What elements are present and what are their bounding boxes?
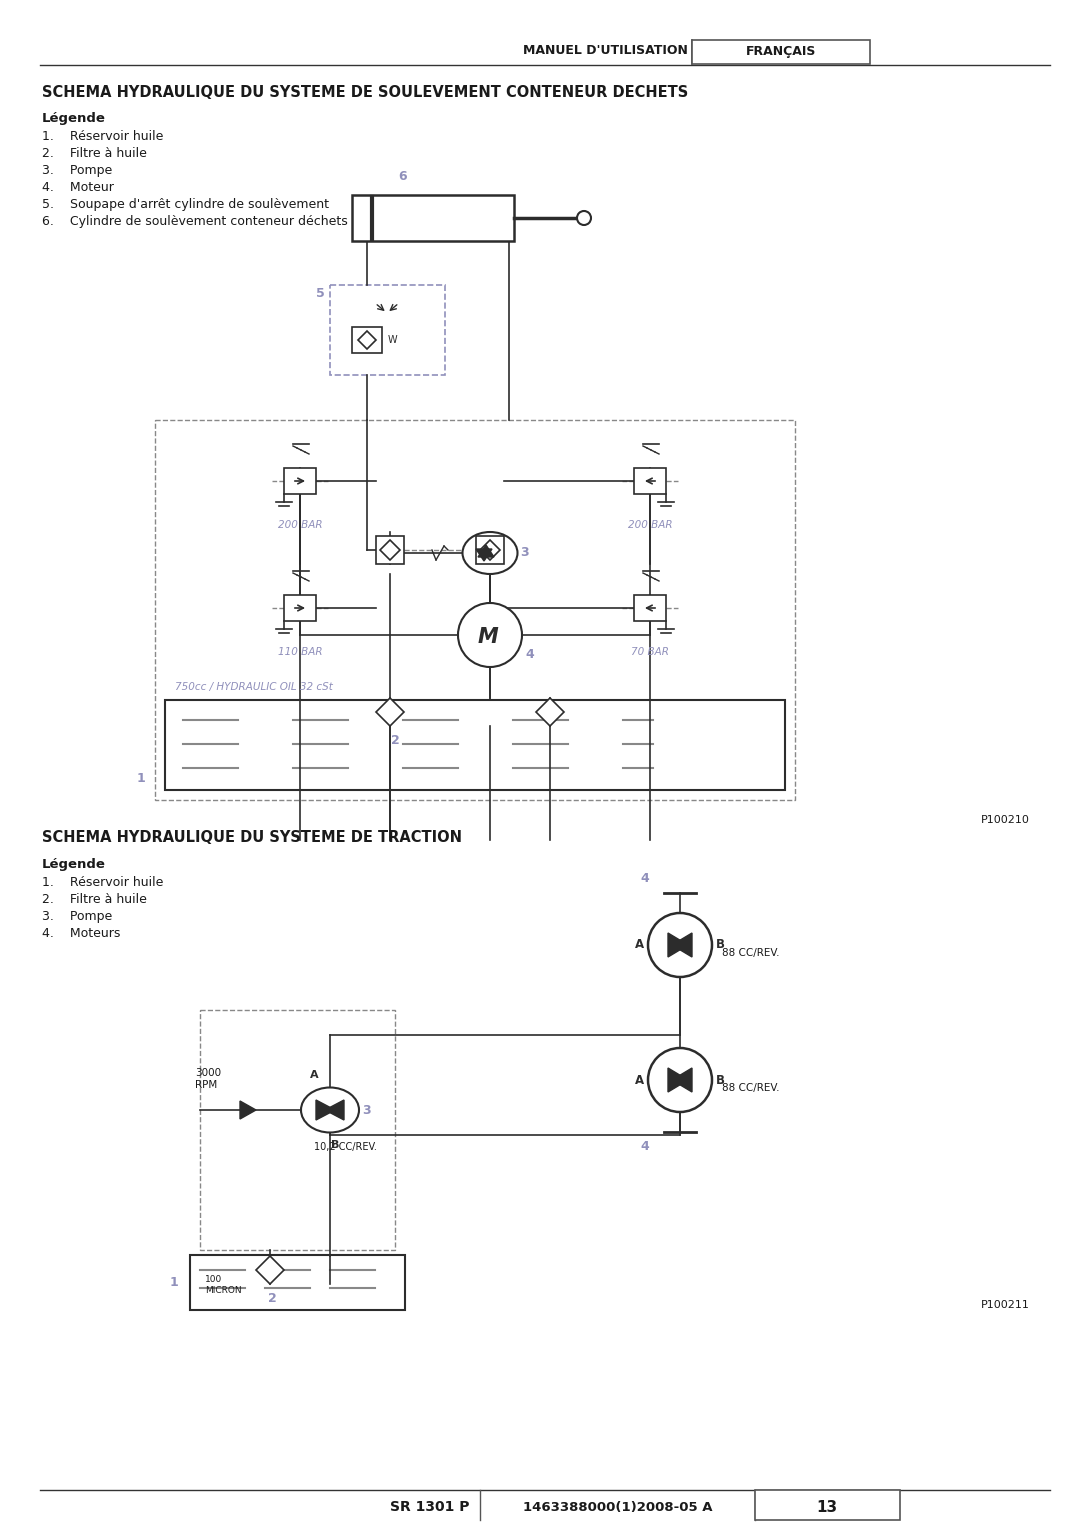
Text: B: B [716, 939, 725, 951]
Polygon shape [325, 1099, 345, 1119]
Polygon shape [240, 1101, 256, 1119]
Polygon shape [316, 1099, 335, 1119]
Polygon shape [380, 541, 400, 560]
Text: 110 BAR: 110 BAR [278, 647, 322, 657]
Text: SCHEMA HYDRAULIQUE DU SYSTEME DE TRACTION: SCHEMA HYDRAULIQUE DU SYSTEME DE TRACTIO… [42, 831, 462, 844]
Text: 1.    Réservoir huile: 1. Réservoir huile [42, 130, 163, 144]
Text: W: W [388, 334, 397, 345]
Bar [634, 596, 666, 621]
Bar [165, 699, 785, 789]
Text: P100211: P100211 [981, 1299, 1030, 1310]
Polygon shape [669, 1067, 688, 1092]
Bar [376, 536, 404, 563]
Bar [330, 286, 445, 376]
Text: 3000
RPM: 3000 RPM [195, 1069, 221, 1090]
Text: 5.    Soupape d'arrêt cylindre de soulèvement: 5. Soupape d'arrêt cylindre de soulèveme… [42, 199, 329, 211]
Bar [692, 40, 870, 64]
Bar [284, 596, 316, 621]
Text: 6.    Cylindre de soulèvement conteneur déchets: 6. Cylindre de soulèvement conteneur déc… [42, 215, 348, 228]
Text: MANUEL D'UTILISATION: MANUEL D'UTILISATION [523, 43, 688, 56]
Text: 88 CC/REV.: 88 CC/REV. [723, 1083, 780, 1093]
Bar [755, 1490, 900, 1519]
Text: B: B [330, 1141, 339, 1150]
Polygon shape [672, 933, 692, 957]
Text: 4: 4 [640, 1141, 649, 1153]
Bar [156, 420, 795, 800]
Text: B: B [716, 1073, 725, 1087]
Text: 4: 4 [525, 649, 534, 661]
Text: A: A [635, 1073, 644, 1087]
Text: 100
MICRON: 100 MICRON [205, 1275, 242, 1295]
Text: 750cc / HYDRAULIC OIL 32 cSt: 750cc / HYDRAULIC OIL 32 cSt [175, 683, 333, 692]
Text: 4.    Moteur: 4. Moteur [42, 182, 113, 194]
Bar [352, 327, 382, 353]
Bar [634, 467, 666, 495]
Text: 1.    Réservoir huile: 1. Réservoir huile [42, 876, 163, 889]
Text: A: A [310, 1070, 319, 1080]
Text: 3: 3 [519, 547, 528, 559]
Circle shape [648, 1048, 712, 1112]
Text: P100210: P100210 [981, 815, 1030, 825]
Polygon shape [478, 545, 494, 557]
Text: 1: 1 [170, 1275, 178, 1289]
Text: 4.    Moteurs: 4. Moteurs [42, 927, 120, 941]
Text: 10,2 CC/REV.: 10,2 CC/REV. [314, 1142, 377, 1151]
Text: 2.    Filtre à huile: 2. Filtre à huile [42, 147, 147, 160]
Ellipse shape [301, 1087, 359, 1133]
Polygon shape [669, 933, 688, 957]
Circle shape [648, 913, 712, 977]
Text: 1463388000(1)2008-05 A: 1463388000(1)2008-05 A [523, 1501, 713, 1513]
Circle shape [577, 211, 591, 224]
Text: SCHEMA HYDRAULIQUE DU SYSTEME DE SOULEVEMENT CONTENEUR DECHETS: SCHEMA HYDRAULIQUE DU SYSTEME DE SOULEVE… [42, 86, 688, 99]
Bar [476, 536, 504, 563]
Text: 2: 2 [391, 734, 400, 747]
Text: 2: 2 [268, 1292, 276, 1306]
Text: 88 CC/REV.: 88 CC/REV. [723, 948, 780, 957]
Bar [284, 467, 316, 495]
Bar [200, 1009, 395, 1251]
Text: Légende: Légende [42, 858, 106, 870]
Text: FRANÇAIS: FRANÇAIS [746, 46, 816, 58]
Text: 3: 3 [362, 1104, 370, 1116]
Polygon shape [672, 1067, 692, 1092]
Text: 5: 5 [316, 287, 325, 299]
Polygon shape [480, 541, 500, 560]
Polygon shape [536, 698, 564, 725]
Text: 4: 4 [640, 872, 649, 886]
Text: 200 BAR: 200 BAR [278, 521, 322, 530]
Text: 1: 1 [136, 773, 145, 785]
Bar [190, 1255, 405, 1310]
Text: SR 1301 P: SR 1301 P [390, 1500, 470, 1513]
Text: 70 BAR: 70 BAR [631, 647, 669, 657]
Text: 200 BAR: 200 BAR [627, 521, 673, 530]
Polygon shape [357, 331, 376, 350]
Polygon shape [256, 1257, 284, 1284]
Text: 13: 13 [816, 1500, 838, 1515]
Text: 3.    Pompe: 3. Pompe [42, 910, 112, 922]
Ellipse shape [462, 531, 517, 574]
Bar [352, 195, 514, 241]
Text: 2.    Filtre à huile: 2. Filtre à huile [42, 893, 147, 906]
Text: 3.    Pompe: 3. Pompe [42, 163, 112, 177]
Polygon shape [376, 698, 404, 725]
Circle shape [458, 603, 522, 667]
Text: Légende: Légende [42, 111, 106, 125]
Polygon shape [476, 550, 492, 560]
Text: M: M [477, 628, 498, 647]
Text: 6: 6 [399, 169, 407, 183]
Text: A: A [635, 939, 644, 951]
